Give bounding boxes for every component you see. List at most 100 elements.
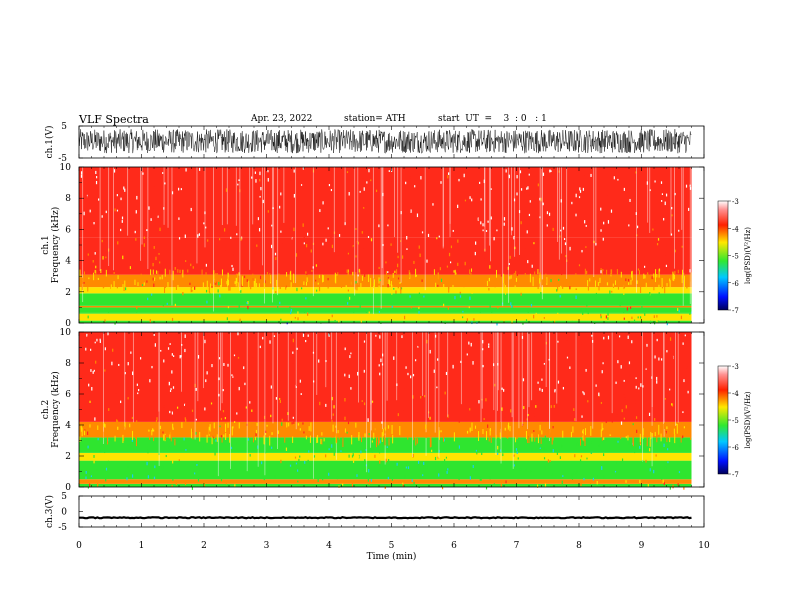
speckle xyxy=(500,274,502,277)
spike xyxy=(374,423,376,433)
spike xyxy=(390,281,392,287)
speckle xyxy=(564,340,566,343)
spike xyxy=(388,278,390,285)
speckle xyxy=(417,460,420,464)
speckle xyxy=(582,391,584,394)
speckle xyxy=(682,411,684,414)
speckle xyxy=(450,245,453,249)
speckle xyxy=(101,239,103,243)
speckle xyxy=(197,355,200,359)
speckle xyxy=(235,442,237,446)
speckle xyxy=(377,200,380,204)
speckle xyxy=(610,344,613,348)
speckle xyxy=(658,357,660,361)
speckle xyxy=(194,286,196,290)
speckle xyxy=(296,208,298,211)
spectrogram-image xyxy=(79,167,693,326)
speckle xyxy=(378,450,381,454)
spike xyxy=(668,281,670,286)
spike xyxy=(599,277,601,283)
speckle xyxy=(354,399,357,402)
speckle xyxy=(600,270,602,274)
speckle xyxy=(420,214,422,217)
speckle xyxy=(336,444,339,448)
impulse-streak xyxy=(196,167,198,264)
spike xyxy=(651,425,653,433)
speckle xyxy=(624,397,626,400)
speckle xyxy=(91,386,93,391)
speckle xyxy=(216,273,218,275)
spike xyxy=(582,435,584,441)
spike xyxy=(645,282,647,290)
speckle xyxy=(646,343,648,347)
spike xyxy=(208,284,210,293)
y-tick-label: 0 xyxy=(65,319,71,329)
speckle xyxy=(429,416,431,420)
speckle xyxy=(621,458,624,462)
spike xyxy=(617,280,619,290)
speckle xyxy=(443,288,445,291)
speckle xyxy=(576,470,578,474)
speckle xyxy=(478,400,480,404)
spike xyxy=(144,274,146,278)
impulse-streak xyxy=(99,167,101,272)
speckle xyxy=(92,371,94,374)
speckle xyxy=(237,183,239,186)
speckle xyxy=(95,180,98,185)
speckle xyxy=(499,316,502,320)
speckle xyxy=(127,397,129,400)
speckle xyxy=(292,237,294,241)
speckle xyxy=(677,483,679,486)
speckle xyxy=(569,366,571,370)
spike xyxy=(532,276,534,287)
spike xyxy=(221,437,223,443)
speckle xyxy=(268,406,271,410)
speckle xyxy=(83,190,85,195)
spike xyxy=(201,269,203,275)
spike xyxy=(322,275,324,282)
speckle xyxy=(205,263,207,267)
speckle xyxy=(344,373,346,377)
speckle xyxy=(571,477,574,480)
speckle xyxy=(549,169,551,172)
impulse-streak xyxy=(490,167,492,262)
speckle xyxy=(328,407,330,410)
spike xyxy=(189,424,191,432)
speckle xyxy=(407,184,409,188)
impulse-streak xyxy=(239,167,241,291)
speckle xyxy=(245,406,247,409)
speckle xyxy=(378,364,380,367)
spike xyxy=(503,273,505,284)
y-tick-label: 8 xyxy=(65,359,71,369)
speckle xyxy=(396,462,398,466)
speckle xyxy=(290,308,292,312)
speckle xyxy=(359,193,361,198)
speckle xyxy=(172,410,175,414)
speckle xyxy=(607,209,609,213)
speckle xyxy=(362,178,364,181)
speckle xyxy=(165,454,167,458)
speckle xyxy=(449,258,451,261)
speckle xyxy=(160,217,162,221)
impulse-streak xyxy=(226,167,228,225)
impulse-streak xyxy=(521,332,523,426)
speckle xyxy=(602,386,605,388)
speckle xyxy=(458,477,460,481)
speckle xyxy=(492,215,495,219)
speckle xyxy=(203,222,205,225)
speckle xyxy=(645,459,647,463)
speckle xyxy=(571,201,573,205)
speckle xyxy=(397,263,399,268)
speckle xyxy=(185,418,187,423)
speckle xyxy=(167,367,170,371)
speckle xyxy=(331,171,334,174)
speckle xyxy=(162,304,164,307)
speckle xyxy=(355,228,357,230)
speckle xyxy=(446,471,448,474)
speckle xyxy=(461,188,464,191)
speckle xyxy=(535,312,537,316)
speckle xyxy=(496,367,498,369)
speckle xyxy=(402,387,405,391)
spike xyxy=(134,279,136,285)
speckle xyxy=(600,207,602,211)
